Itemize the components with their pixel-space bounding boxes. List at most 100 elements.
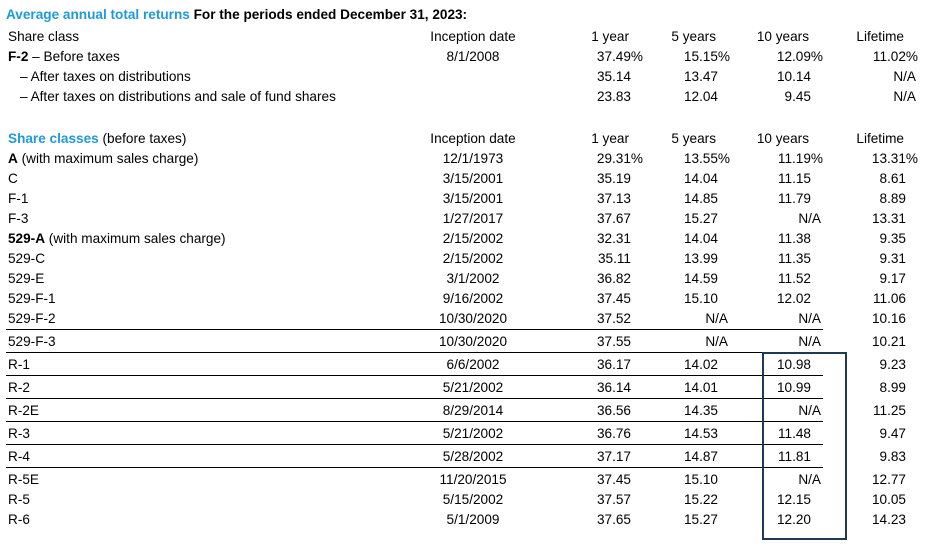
table-row: R-3 5/21/2002 36.76 14.53 11.48 9.47 [6,421,918,445]
share-classes-header-highlight: Share classes [8,131,99,146]
inception-date-cell: 10/30/2020 [438,311,508,326]
five-years-cell: 13.47 [683,69,718,84]
ten-years-cell: 12.02 [776,291,811,306]
column-header-10-years: 10 years [756,131,809,146]
inception-date-cell: 1/27/2017 [442,211,504,226]
table-row: – After taxes on distributions and sale … [6,87,918,107]
share-classes-header-rest: (before taxes) [98,131,187,146]
table-row: R-1 6/6/2002 36.17 14.02 10.98 9.23 [6,352,918,376]
lifetime-cell: 11.06 [872,291,906,306]
share-class-label-cell: F-2 – Before taxes [6,47,420,67]
lifetime-cell: 14.23 [871,512,906,527]
inception-date-cell [420,67,526,87]
ten-years-cell: N/A [730,398,823,422]
five-years-cell: 14.59 [683,271,718,286]
one-year-cell: 35.19 [596,171,631,186]
table-row: F-2 – Before taxes 8/1/2008 37.49% 15.15% 12… [6,47,918,67]
lifetime-cell: 8.89 [879,191,906,206]
lifetime-cell: 10.16 [871,311,906,327]
share-class-label-text: R-3 [8,426,30,441]
table-row: F-3 1/27/2017 37.67 15.27 N/A 13.31 [6,209,918,229]
ten-years-cell: N/A [730,329,823,353]
one-year-cell: 37.45 [526,467,643,490]
table-row: 529-C 2/15/2002 35.11 13.99 11.35 9.31 [6,249,918,269]
inception-date-cell: 5/1/2009 [446,512,500,527]
share-class-label-cell: A (with maximum sales charge) [6,149,420,169]
share-class-label-cell: – After taxes on distributions [6,67,420,87]
share-class-label-cell: R-2 [6,375,420,399]
share-class-returns-table: Share class Inception date 1 year 5 year… [6,27,918,107]
inception-date-cell: 5/28/2002 [420,444,526,468]
share-class-label-text: F-1 [8,191,29,206]
lifetime-cell: N/A [893,89,916,104]
lifetime-cell: 8.61 [879,171,906,186]
share-class-label-text: 529-C [8,251,46,266]
one-year-cell: 37.52 [596,311,631,326]
inception-date-cell: 3/15/2001 [442,171,504,186]
share-class-label-bold: 529-A [8,231,46,246]
lifetime-cell: 9.17 [879,271,906,286]
share-class-label-cell: 529-F-2 [6,309,420,330]
inception-date-cell [420,87,526,107]
table-row: – After taxes on distributions 35.14 13.47… [6,67,918,87]
lifetime-cell: 9.47 [879,426,906,441]
inception-date-cell: 11/20/2015 [420,467,526,490]
lifetime-cell: 9.31 [879,251,906,266]
lifetime-cell: N/A [893,69,916,84]
share-class-label-cell: R-6 [6,510,420,530]
ten-years-cell: 11.38 [777,231,811,246]
five-years-cell: N/A [705,311,728,326]
five-years-cell: 14.85 [683,191,718,206]
share-class-label-bold: F-2 [8,49,29,64]
share-class-label-text: R-4 [8,449,30,464]
ten-years-cell: 11.48 [730,421,823,445]
one-year-cell: 35.11 [597,251,631,266]
lifetime-cell: 11.25 [872,403,906,418]
share-class-label-text: – After taxes on distributions and sale … [20,89,336,104]
share-class-label-cell: F-3 [6,209,420,229]
share-class-label-text: R-1 [8,357,30,372]
table-row: R-2E 8/29/2014 36.56 14.35 N/A 11.25 [6,398,918,422]
five-years-cell: 14.04 [683,171,718,186]
inception-date-cell: 5/21/2002 [420,421,526,445]
ten-years-cell: 11.81 [730,444,823,468]
inception-date-cell: 5/21/2002 [420,375,526,399]
one-year-cell: 37.13 [596,191,631,206]
inception-date-cell: 10/30/2020 [420,329,526,353]
table2-body: A (with maximum sales charge) 12/1/1973 29… [6,149,918,530]
five-years-cell: 14.01 [643,375,730,399]
five-years-cell: 14.02 [643,352,730,376]
share-class-label-cell: F-1 [6,189,420,209]
five-years-cell: 15.22 [683,492,718,507]
column-header-share-class: Share class [8,29,80,44]
share-class-label-text: 529-F-1 [8,291,56,306]
share-class-label-text: (with maximum sales charge) [17,151,199,166]
share-class-label-cell: – After taxes on distributions and sale … [6,87,420,107]
share-class-label-cell: 529-C [6,249,420,269]
share-class-label-cell: C [6,169,420,189]
column-header-lifetime: Lifetime [856,131,904,146]
ten-years-cell: 12.15 [776,492,811,507]
inception-date-cell: 5/15/2002 [442,492,504,507]
five-years-cell: 15.10 [683,291,718,306]
table-row: R-6 5/1/2009 37.65 15.27 12.20 14.23 [6,510,918,530]
ten-years-cell: N/A [730,467,823,490]
one-year-cell: 37.17 [526,444,643,468]
ten-years-cell: N/A [798,311,821,326]
one-year-cell: 36.82 [596,271,631,286]
five-years-cell: 15.27 [683,211,718,226]
one-year-cell: 36.56 [526,398,643,422]
table-row: R-2 5/21/2002 36.14 14.01 10.99 8.99 [6,375,918,399]
column-header-1-year: 1 year [591,29,629,44]
one-year-cell: 32.31 [596,231,631,246]
column-header-5-years: 5 years [671,29,716,44]
lifetime-cell: 13.31% [871,151,918,166]
five-years-cell: N/A [643,329,730,353]
one-year-cell: 37.57 [596,492,631,507]
share-classes-before-taxes-table: Share classes (before taxes) Inception d… [6,129,918,530]
lifetime-cell: 8.99 [879,380,906,395]
share-class-label-text: R-5 [8,492,30,507]
column-header-inception-date: Inception date [430,131,516,146]
one-year-cell: 37.49% [596,49,643,64]
